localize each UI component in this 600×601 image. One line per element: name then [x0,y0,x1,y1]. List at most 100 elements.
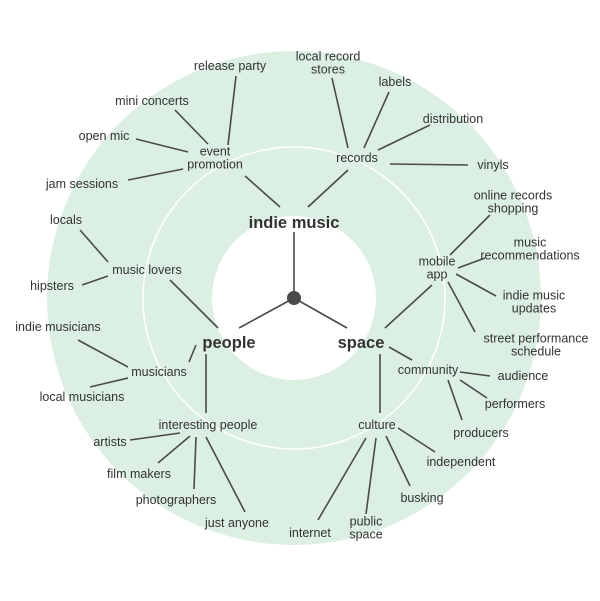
edge-hub-space [293,297,348,329]
node-locals-line-0: locals [50,213,82,227]
edge-hub-people [238,297,295,329]
node-mobile: mobile app [419,255,456,282]
edge-lovers-hipsters [81,275,109,286]
node-event-line-0: event [200,145,231,159]
node-street-line-0: street performance [484,332,589,346]
edge-culture-public [365,437,377,515]
node-artists: artists [93,435,126,449]
node-mini: mini concerts [115,94,189,108]
edge-people-lovers [169,279,219,329]
node-public-line-0: public [350,515,383,529]
edge-interesting-anyone [205,436,246,513]
node-jam-line-0: jam sessions [45,177,118,191]
node-locals: locals [50,213,82,227]
node-internet: internet [289,526,331,540]
connector-lines [77,75,497,521]
node-busking-line-0: busking [400,491,443,505]
node-online: online records shopping [474,189,553,216]
node-street: street performance schedule [484,332,589,359]
edge-mobile-updates [455,273,497,297]
node-audience: audience [498,369,549,383]
edge-records-localrec [331,77,349,149]
node-space-line-0: space [338,334,385,352]
node-localmus: local musicians [40,390,125,404]
node-updates-line-0: indie music [503,289,566,303]
node-independent-line-0: independent [427,455,496,469]
node-updates-line-1: updates [512,302,556,316]
node-distribution: distribution [423,112,483,126]
node-busking: busking [400,491,443,505]
edge-mobile-street [447,281,476,333]
node-labels: labels [379,75,412,89]
edge-community-audience [459,371,491,377]
node-audience-line-0: audience [498,369,549,383]
edge-indie-event [244,175,281,208]
node-artists-line-0: artists [93,435,126,449]
node-indie-line-0: indie music [249,214,340,232]
node-distribution-line-0: distribution [423,112,483,126]
edge-space-community [388,346,413,361]
edge-event-jam [127,168,184,181]
node-musicians: musicians [131,365,187,379]
node-photo-line-0: photographers [136,493,217,507]
node-openmic-line-0: open mic [79,129,130,143]
edge-mobile-online [449,214,491,256]
center-hub [287,291,301,305]
node-release: release party [194,59,267,73]
node-mobile-line-0: mobile [419,255,456,269]
node-producers-line-0: producers [453,426,509,440]
edge-community-performers [459,379,488,399]
node-interesting: interesting people [159,418,258,432]
edge-records-labels [363,91,390,149]
node-lovers: music lovers [112,263,181,277]
edge-event-mini [174,109,209,145]
node-indiemus-line-0: indie musicians [15,320,100,334]
edge-lovers-locals [79,229,109,263]
edge-people-musicians [188,344,197,363]
node-community-line-0: community [398,363,459,377]
node-public-line-1: space [349,528,382,542]
node-culture-line-0: culture [358,418,396,432]
node-performers: performers [485,397,545,411]
node-mobile-line-1: app [427,268,448,282]
edge-mobile-recomm [457,257,486,269]
edge-space-mobile [384,284,433,329]
edge-culture-internet [317,437,367,521]
edge-indie-records [307,169,349,208]
node-internet-line-0: internet [289,526,331,540]
node-hipsters: hipsters [30,279,74,293]
node-mini-line-0: mini concerts [115,94,189,108]
node-producers: producers [453,426,509,440]
node-jam: jam sessions [45,177,118,191]
node-event-line-1: promotion [187,158,243,172]
node-hipsters-line-0: hipsters [30,279,74,293]
node-recomm: music recommendations [480,236,579,263]
edge-culture-busking [385,435,411,487]
edge-interesting-film [157,435,191,464]
node-culture: culture [358,418,396,432]
node-online-line-1: shopping [488,202,539,216]
node-localrec-line-0: local record [296,50,361,64]
edge-community-producers [447,379,463,421]
node-vinyls: vinyls [477,158,508,172]
node-street-line-1: schedule [511,345,561,359]
node-independent: independent [427,455,496,469]
edge-interesting-photo [193,436,197,490]
node-openmic: open mic [79,129,130,143]
node-records-line-0: records [336,151,378,165]
node-indie: indie music [249,214,340,232]
node-labels-line-0: labels [379,75,412,89]
node-labels: indie music people space event promotion reco… [15,50,588,542]
node-anyone-line-0: just anyone [204,516,269,530]
node-recomm-line-0: music [514,236,547,250]
node-vinyls-line-0: vinyls [477,158,508,172]
node-anyone: just anyone [204,516,269,530]
node-online-line-0: online records [474,189,553,203]
node-performers-line-0: performers [485,397,545,411]
node-film: film makers [107,467,171,481]
node-space: space [338,334,385,352]
edge-culture-independent [397,427,436,453]
node-film-line-0: film makers [107,467,171,481]
node-community: community [398,363,459,377]
